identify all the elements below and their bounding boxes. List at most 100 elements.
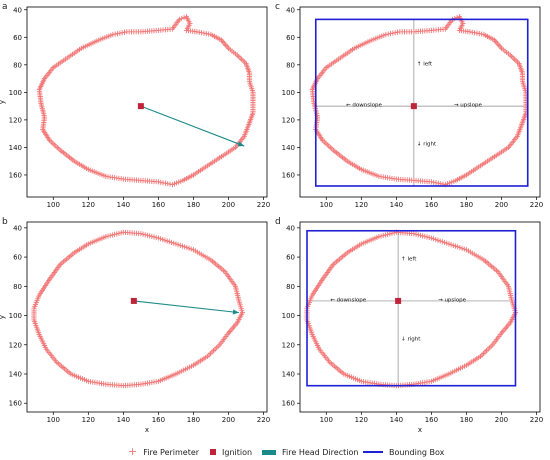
x-tick-label: 160 <box>152 201 165 209</box>
y-tick-label: 120 <box>282 116 295 124</box>
x-tick-label: 120 <box>355 416 368 424</box>
ignition-marker <box>395 297 402 304</box>
legend-swatch-ignition <box>210 449 216 455</box>
x-tick-label: 200 <box>222 201 235 209</box>
y-tick-label: 60 <box>13 34 22 42</box>
x-tick-label: 100 <box>320 416 333 424</box>
plot-area: ↑ left ↓ right ← downslope → upslope <box>309 14 529 188</box>
y-tick-label: 120 <box>282 341 295 349</box>
legend-item-ignition: Ignition <box>210 444 252 460</box>
bounding-box <box>306 229 517 387</box>
panel-d: d ↑ left ↓ right ← downslope → upslope 100 120… <box>275 217 543 434</box>
x-tick-label: 100 <box>320 201 333 209</box>
x-tick-label: 160 <box>152 416 165 424</box>
direction-label-left: ↑ left <box>401 255 417 262</box>
fire-perimeter-markers <box>31 229 246 389</box>
fire-head-arrowhead <box>237 141 245 147</box>
x-tick-label: 120 <box>82 201 95 209</box>
y-tick-label: 40 <box>13 6 22 14</box>
y-tick-label: 80 <box>13 283 22 291</box>
legend-item-bbox: Bounding Box <box>363 444 444 460</box>
y-tick-label: 60 <box>13 254 22 262</box>
y-tick-label: 160 <box>9 171 22 179</box>
x-tick-label: 180 <box>460 201 473 209</box>
ignition-marker <box>130 297 137 304</box>
axes-frame <box>26 6 268 198</box>
x-tick-label: 220 <box>257 201 270 209</box>
y-tick-label: 160 <box>282 171 295 179</box>
x-tick-label: 160 <box>425 201 438 209</box>
legend-swatch-head <box>262 449 276 455</box>
legend-swatch-perimeter: + <box>128 445 138 458</box>
y-tick-label: 100 <box>9 89 22 97</box>
x-tick-label: 140 <box>390 201 403 209</box>
ignition-marker <box>410 103 417 110</box>
y-tick-label: 100 <box>9 312 22 320</box>
y-tick-label: 80 <box>286 283 295 291</box>
x-tick-label: 220 <box>257 416 270 424</box>
y-tick-label: 140 <box>9 144 22 152</box>
x-tick-label: 200 <box>495 416 508 424</box>
panel-label: d <box>275 217 281 227</box>
legend-swatch-bbox <box>363 451 383 453</box>
fire-perimeter-markers <box>309 14 529 188</box>
x-tick-label: 100 <box>47 201 60 209</box>
legend-item-perimeter: + Fire Perimeter <box>128 444 199 460</box>
y-tick-label: 40 <box>286 224 295 232</box>
fire-perimeter-markers <box>36 14 256 188</box>
panel-a: a 100 120 140 160 180 200 220 40 60 80 100 120 140 160… <box>0 2 270 209</box>
y-tick-label: 140 <box>282 144 295 152</box>
x-axis-title: x <box>418 426 422 434</box>
bounding-box <box>314 18 529 187</box>
y-tick-label: 120 <box>9 116 22 124</box>
legend-item-head: Fire Head Direction <box>262 444 358 460</box>
x-tick-label: 140 <box>117 416 130 424</box>
panel-label: a <box>2 2 8 12</box>
y-axis-title: y <box>0 315 6 319</box>
y-tick-label: 140 <box>9 371 22 379</box>
x-tick-label: 180 <box>187 201 200 209</box>
x-tick-label: 200 <box>495 201 508 209</box>
x-tick-label: 160 <box>425 416 438 424</box>
x-tick-label: 180 <box>460 416 473 424</box>
x-tick-label: 140 <box>117 201 130 209</box>
x-tick-label: 120 <box>355 201 368 209</box>
axes-frame <box>299 6 541 198</box>
legend-label-perimeter: Fire Perimeter <box>143 447 200 457</box>
y-tick-label: 120 <box>9 341 22 349</box>
legend: + Fire Perimeter Ignition Fire Head Dire… <box>0 444 550 460</box>
direction-label-left: ↑ left <box>417 61 433 68</box>
x-tick-label: 180 <box>187 416 200 424</box>
y-tick-label: 160 <box>9 400 22 408</box>
x-tick-label: 140 <box>390 416 403 424</box>
panel-label: b <box>2 217 8 227</box>
panel-b: b 100 120 140 160 180 200 220 40 60 80 100 120 140 160… <box>0 217 270 434</box>
fire-head-direction-arrow <box>133 300 240 314</box>
plot-area <box>36 14 256 188</box>
direction-label-right: ↓ right <box>401 335 421 342</box>
panel-label: c <box>275 2 280 12</box>
x-tick-label: 220 <box>530 201 543 209</box>
y-tick-label: 60 <box>286 34 295 42</box>
y-tick-label: 80 <box>286 61 295 69</box>
y-tick-label: 100 <box>282 312 295 320</box>
x-tick-label: 220 <box>530 416 543 424</box>
fire-head-arrowhead <box>232 309 239 315</box>
direction-label-upslope: → upslope <box>438 297 467 303</box>
y-tick-label: 160 <box>282 400 295 408</box>
y-axis-title: y <box>0 100 6 104</box>
direction-label-right: ↓ right <box>417 141 437 148</box>
x-tick-label: 200 <box>222 416 235 424</box>
x-axis-title: x <box>145 426 149 434</box>
legend-label-bbox: Bounding Box <box>389 447 445 457</box>
fire-perimeter-markers <box>304 229 519 389</box>
direction-label-downslope: ← downslope <box>330 297 366 303</box>
y-tick-label: 80 <box>13 61 22 69</box>
direction-label-upslope: → upslope <box>454 103 483 109</box>
y-tick-label: 40 <box>13 224 22 232</box>
x-tick-label: 120 <box>82 416 95 424</box>
axes-frame <box>26 221 268 413</box>
legend-label-head: Fire Head Direction <box>282 447 359 457</box>
panel-c: c ↑ left ↓ right ← downslope → upslope 100 120… <box>275 2 543 209</box>
